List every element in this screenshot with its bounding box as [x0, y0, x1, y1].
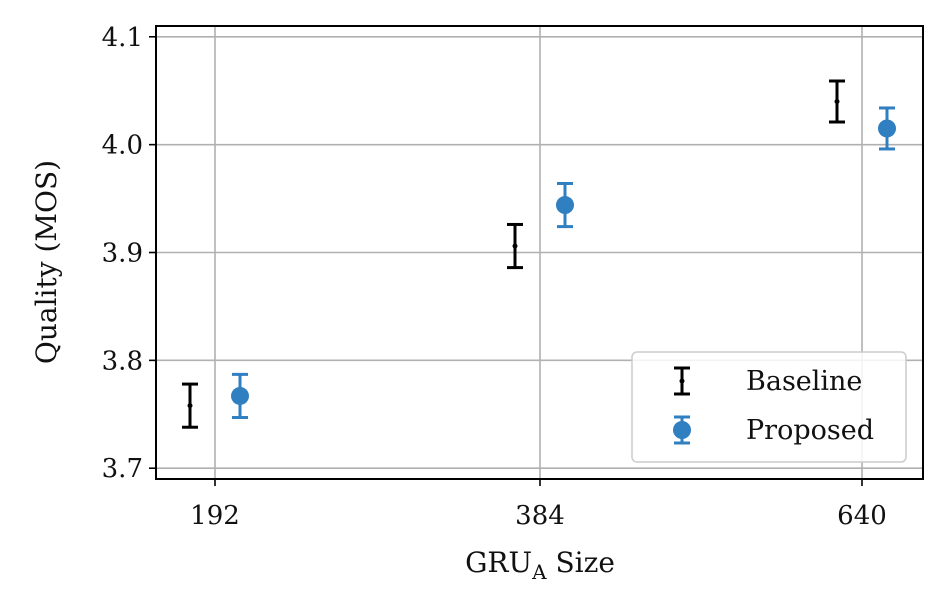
legend-baseline-label: Baseline — [746, 366, 862, 397]
legend-entries: Baseline Proposed — [673, 366, 874, 446]
y-tick-label: 3.8 — [102, 346, 143, 376]
grid — [156, 26, 923, 479]
legend-box — [631, 351, 907, 463]
baseline-data-point — [512, 243, 518, 249]
legend-proposed-marker — [673, 421, 691, 439]
baseline-data-point — [187, 403, 193, 409]
proposed-data-point — [878, 119, 896, 138]
x-axis-ticks: 192 384 640 — [190, 479, 887, 531]
data-marks — [182, 79, 896, 429]
x-tick-label: 384 — [515, 501, 565, 531]
y-tick-label: 3.7 — [102, 454, 143, 484]
proposed-data-point — [556, 196, 574, 215]
y-tick-label: 4.0 — [102, 131, 143, 161]
x-tick-label: 192 — [190, 501, 240, 531]
baseline-data-point — [834, 99, 840, 104]
y-axis-ticks: 3.7 3.8 3.9 4.0 4.1 — [102, 23, 156, 484]
x-axis-label-subscript: A — [531, 560, 547, 584]
plot-frame — [155, 25, 924, 480]
x-axis-label-main: GRU — [465, 546, 532, 579]
x-axis-label: GRUA Size — [465, 546, 615, 584]
y-tick-label: 4.1 — [102, 23, 143, 53]
x-tick-label: 640 — [837, 501, 887, 531]
y-tick-label: 3.9 — [102, 239, 143, 269]
y-axis-label: Quality (MOS) — [30, 160, 63, 364]
legend-proposed-label: Proposed — [746, 415, 874, 446]
legend-baseline-marker — [679, 378, 685, 384]
x-axis-label-rest: Size — [547, 546, 615, 579]
proposed-data-point — [231, 386, 249, 405]
legend: Baseline Proposed — [631, 351, 907, 463]
